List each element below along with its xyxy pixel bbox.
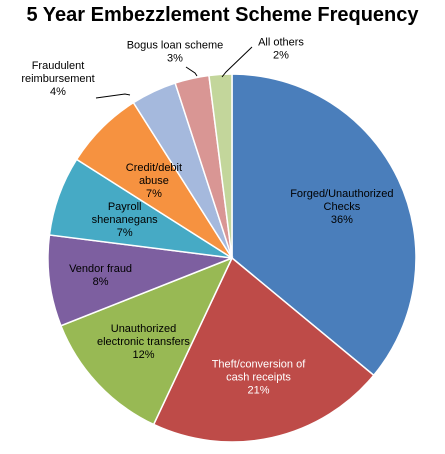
slice-value-label: 36%	[331, 214, 353, 226]
data-label-unauthorized-electronic-transfers: Unauthorized electronic transfers 12%	[97, 323, 190, 361]
data-label-fraudulent-reimbursement: Fraudulent reimbursement 4%	[21, 60, 94, 98]
slice-category-label: Fraudulent	[32, 60, 85, 72]
data-label-forged-unauthorized-checks: Forged/Unauthorized Checks 36%	[290, 188, 393, 226]
slice-category-label: electronic transfers	[97, 336, 190, 348]
slice-category-label: Theft/conversion of	[212, 358, 306, 370]
slice-category-label: Payroll	[108, 201, 142, 213]
slice-value-label: 3%	[167, 52, 183, 64]
slice-value-label: 7%	[117, 227, 133, 239]
slice-category-label: All others	[258, 36, 304, 48]
chart-title: 5 Year Embezzlement Scheme Frequency	[26, 4, 419, 26]
slice-category-label: Vendor fraud	[69, 263, 132, 275]
slice-category-label: Unauthorized	[111, 323, 176, 335]
data-label-bogus-loan-scheme: Bogus loan scheme 3%	[127, 39, 224, 64]
data-label-vendor-fraud: Vendor fraud 8%	[69, 263, 132, 288]
slice-category-label: Bogus loan scheme	[127, 39, 224, 51]
slice-value-label: 8%	[93, 276, 109, 288]
slice-category-label: Forged/Unauthorized	[290, 188, 393, 200]
slice-value-label: 21%	[247, 384, 269, 396]
slice-category-label: shenanegans	[92, 214, 159, 226]
slice-category-label: Checks	[324, 201, 361, 213]
slice-category-label: reimbursement	[21, 73, 94, 85]
slice-value-label: 12%	[132, 349, 154, 361]
data-label-credit-debit-abuse: Credit/debit abuse 7%	[126, 162, 182, 200]
pie-slice-all-others	[208, 73, 233, 259]
data-label-all-others: All others 2%	[258, 36, 304, 61]
pie-slice-theft-conversion-of-cash-receipts	[152, 256, 375, 443]
pie-slice-vendor-fraud	[47, 234, 233, 327]
data-label-payroll-shenanegans: Payroll shenanegans 7%	[92, 201, 159, 239]
pie-slices	[47, 73, 417, 443]
data-label-theft-conversion-of-cash-receipts: Theft/conversion of cash receipts 21%	[212, 358, 306, 396]
leader-line-all-others	[221, 46, 253, 78]
slice-value-label: 4%	[50, 86, 66, 98]
slice-value-label: 2%	[273, 49, 289, 61]
slice-value-label: 7%	[146, 188, 162, 200]
leader-line-bogus-loan-scheme	[185, 66, 198, 77]
pie-slice-unauthorized-electronic-transfers	[59, 256, 234, 426]
slice-category-label: abuse	[139, 175, 169, 187]
leader-line-fraudulent-reimbursement	[95, 93, 131, 99]
pie-labels: Forged/Unauthorized Checks 36% Theft/conver…	[21, 36, 393, 396]
slice-category-label: cash receipts	[226, 371, 291, 383]
slice-category-label: Credit/debit	[126, 162, 182, 174]
pie-slice-forged-unauthorized-checks	[231, 73, 417, 377]
